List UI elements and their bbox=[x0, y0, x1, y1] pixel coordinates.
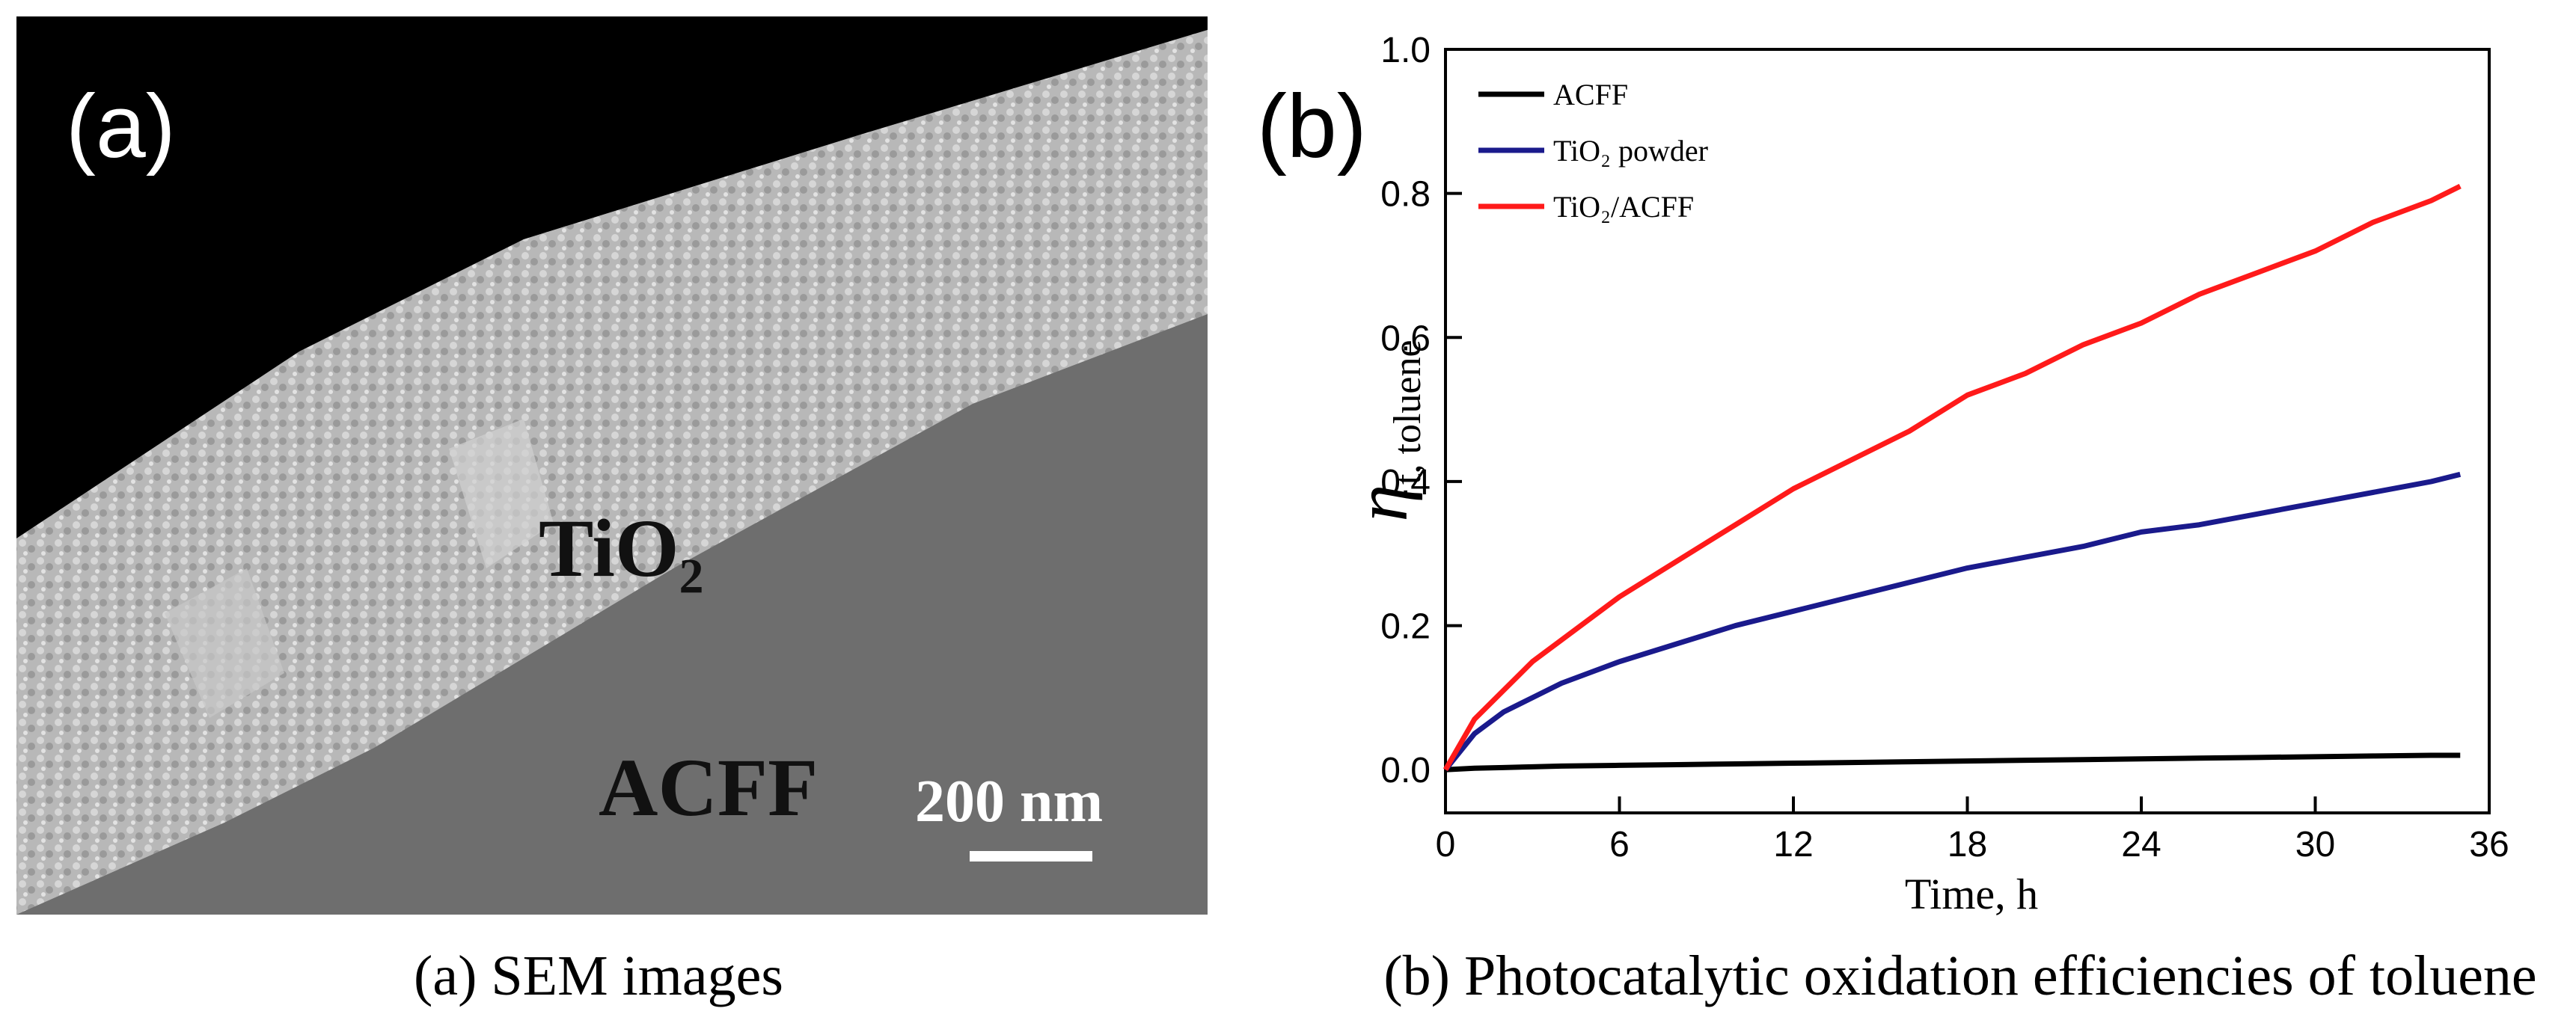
caption: (a) SEM images bbox=[414, 945, 783, 1007]
x-tick-label: 0 bbox=[1436, 825, 1456, 864]
chart: (b) Time, h ηt, toluene 0.0 0.2 0.4 0.6 0.8 1… bbox=[1257, 31, 2509, 918]
x-tick-label: 30 bbox=[2295, 825, 2335, 864]
y-tick-label: 1.0 bbox=[1380, 31, 1431, 70]
y-axis-symbol: η bbox=[1340, 485, 1423, 522]
y-axis-label: ηt, toluene bbox=[1340, 340, 1429, 521]
layer-label: ACFF bbox=[599, 742, 818, 833]
panel-label: (b) bbox=[1257, 76, 1367, 176]
y-tick-label: 0.2 bbox=[1380, 607, 1431, 647]
caption-text: Photocatalytic oxidation efficiencies of… bbox=[1464, 945, 2537, 1007]
sem-image: (a) TiO₂ ACFF 200 nm bbox=[16, 16, 1208, 915]
caption-text: SEM images bbox=[491, 945, 783, 1007]
x-tick-label: 24 bbox=[2121, 825, 2161, 864]
caption-label: (b) bbox=[1383, 945, 1450, 1007]
series-line bbox=[1445, 752, 2461, 773]
layer-label: TiO₂ bbox=[539, 503, 703, 594]
legend-label: TiO₂/ACFF bbox=[1553, 190, 1694, 224]
x-tick-label: 6 bbox=[1609, 825, 1630, 864]
x-tick-label: 12 bbox=[1773, 825, 1813, 864]
y-tick-label: 0.0 bbox=[1380, 751, 1431, 790]
y-tick-label: 0.8 bbox=[1380, 175, 1431, 215]
series-line bbox=[1443, 183, 2462, 771]
y-tick-label: 0.4 bbox=[1380, 463, 1431, 503]
y-axis-subscript: t, toluene bbox=[1386, 340, 1429, 485]
x-tick-label: 18 bbox=[1948, 825, 1987, 864]
y-tick-label: 0.6 bbox=[1380, 319, 1431, 358]
x-axis-label: Time, h bbox=[1905, 870, 2038, 918]
panel-label: (a) bbox=[66, 76, 176, 176]
legend-label: TiO₂ powder bbox=[1553, 134, 1708, 168]
caption: (b) Photocatalytic oxidation efficiencie… bbox=[1383, 945, 2536, 1007]
scale-bar bbox=[970, 851, 1092, 862]
scale-bar-label: 200 nm bbox=[915, 769, 1103, 835]
legend-label: ACFF bbox=[1553, 78, 1628, 111]
caption-label: (a) bbox=[414, 945, 477, 1007]
series-line bbox=[1443, 471, 2462, 772]
x-tick-label: 36 bbox=[2469, 825, 2509, 864]
